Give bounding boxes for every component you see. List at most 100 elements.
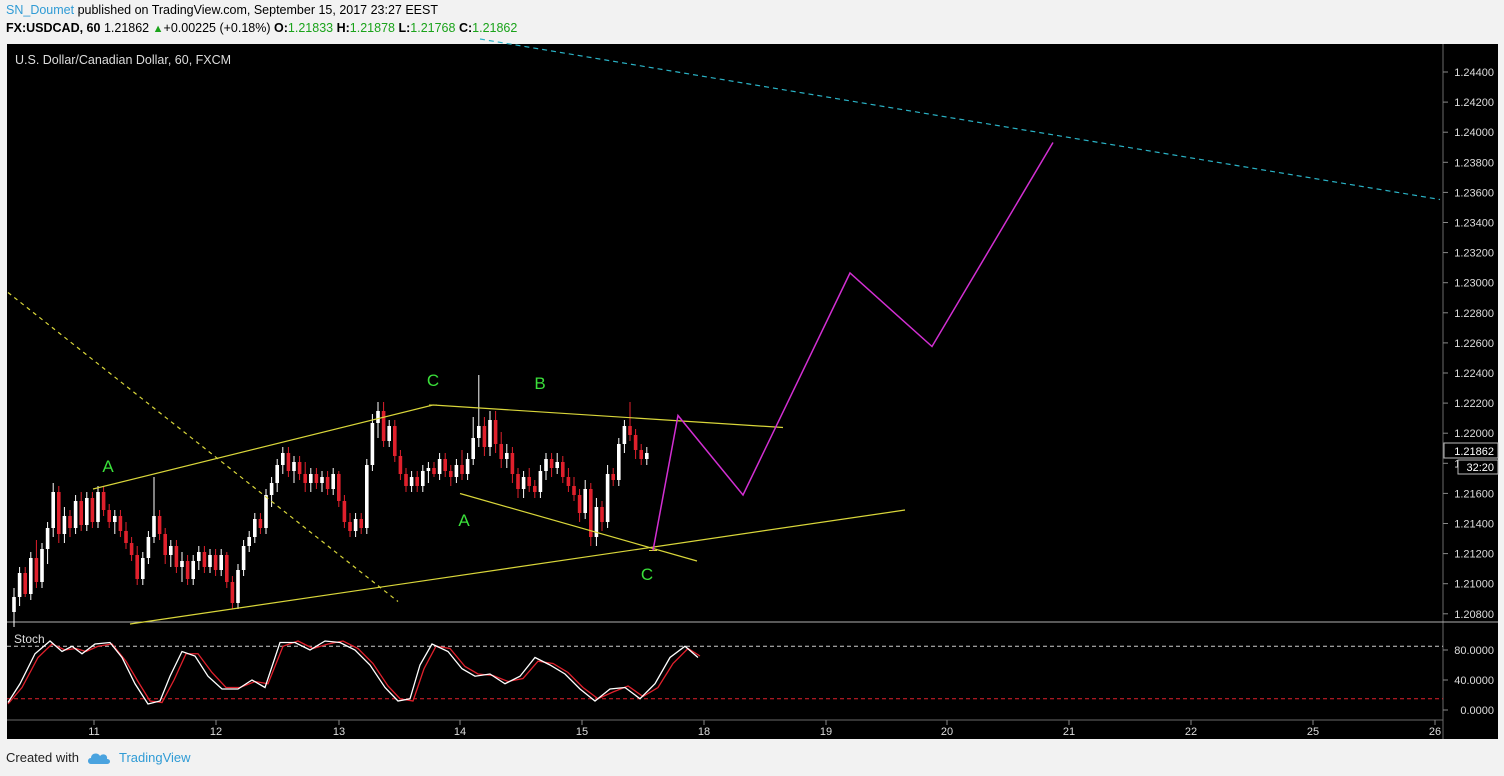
time-tick-label: 19 (820, 726, 832, 738)
candle-body (611, 474, 615, 480)
price-tick-label: 1.21200 (1454, 549, 1494, 561)
stoch-label: Stoch (14, 632, 45, 646)
wave-label-b: B (534, 374, 545, 393)
ohlc-bar: FX:USDCAD, 60 1.21862 ▲+0.00225 (+0.18%)… (6, 21, 517, 35)
projection-layer (652, 142, 1054, 551)
candle-body (561, 462, 565, 477)
time-axis[interactable]: 11 12 13 14 15 18 19 20 21 22 25 26 (88, 720, 1441, 738)
candle-body (533, 486, 537, 492)
price-axis[interactable]: 1.24400 1.24200 1.24000 1.23800 1.23600 1.234… (1443, 67, 1494, 621)
candle-body (219, 555, 223, 570)
symbol-label: FX:USDCAD, 60 (6, 21, 101, 35)
candle-body (572, 486, 576, 495)
candle-body (157, 516, 162, 534)
price-tick-label: 1.22400 (1454, 368, 1494, 380)
candle-body (314, 474, 319, 483)
candle-body (426, 468, 431, 471)
time-tick-label: 11 (88, 726, 99, 738)
axis-background (1443, 44, 1498, 739)
candle-body (275, 465, 279, 483)
price-tick-label: 1.23800 (1454, 157, 1494, 169)
published-text: published on TradingView.com, September … (77, 3, 438, 17)
stoch-d-line (7, 640, 701, 705)
candle-body (482, 426, 487, 447)
candle-body (493, 420, 498, 444)
open-label: O: (274, 21, 288, 35)
candle-body (191, 561, 195, 579)
candle-body (521, 477, 526, 489)
candle-body (365, 465, 369, 528)
trendlines-layer (7, 292, 906, 625)
price-tick-label: 1.20800 (1454, 609, 1494, 621)
candle-body (264, 495, 268, 528)
wave-label-a: A (458, 511, 470, 530)
countdown-box (1457, 459, 1499, 475)
candle-body (331, 474, 335, 489)
candle-body (90, 498, 95, 522)
time-tick-label: 13 (333, 726, 345, 738)
candle-body (146, 537, 151, 558)
countdown-label: 32:20 (1466, 462, 1494, 474)
tradingview-link[interactable]: TradingView (118, 750, 191, 765)
candle-body (320, 477, 324, 483)
up-triangle-icon: ▲ (152, 23, 164, 35)
price-tick-label: 1.23000 (1454, 278, 1494, 290)
time-tick-label: 26 (1429, 726, 1441, 738)
candle-body (174, 546, 179, 567)
candle-body (622, 426, 627, 444)
candle-body (600, 507, 604, 522)
candle-body (594, 507, 599, 537)
candle-body (309, 474, 313, 483)
candle-body (297, 462, 302, 474)
wave-label-a: A (102, 457, 114, 476)
time-tick-label: 18 (698, 726, 710, 738)
candle-body (398, 456, 403, 474)
candle-body (34, 558, 39, 582)
candle-body (370, 423, 375, 465)
candle-body (124, 531, 128, 543)
candle-body (555, 462, 559, 468)
candle-body (169, 546, 173, 555)
candle-body (197, 552, 201, 561)
candle-body (605, 474, 610, 522)
candle-body (415, 477, 419, 486)
candle-body (73, 501, 78, 528)
price-tick-label: 1.24400 (1454, 67, 1494, 79)
candle-body (505, 453, 509, 459)
candle-body (577, 495, 582, 513)
candle-body (40, 549, 44, 582)
candle-body (163, 534, 167, 555)
stoch-tick-label: 40.0000 (1454, 675, 1494, 687)
price-tick-label: 1.22600 (1454, 338, 1494, 350)
candle-body (269, 483, 274, 495)
projection-path (652, 142, 1054, 551)
candle-body (325, 477, 330, 489)
candle-body (393, 426, 397, 456)
candle-body (129, 543, 134, 555)
candle-body (258, 519, 263, 528)
dashed-trendline (7, 292, 399, 602)
stoch-layer (7, 640, 1443, 705)
candle-body (85, 498, 89, 525)
wave-label-c: C (427, 371, 439, 390)
candle-body (29, 558, 33, 594)
author-link[interactable]: SN_Doumet (6, 3, 75, 17)
candle-body (247, 537, 251, 546)
candle-body (23, 573, 27, 594)
price-tick-label: 1.22800 (1454, 308, 1494, 320)
candle-body (499, 444, 503, 459)
candle-body (230, 582, 235, 603)
current-price-box (1443, 442, 1499, 459)
candle-body (633, 435, 638, 450)
open-value: 1.21833 (287, 21, 334, 35)
candle-body (510, 453, 515, 474)
candle-body (404, 474, 408, 486)
candle-body (292, 462, 296, 471)
price-tick-label: 1.23400 (1454, 218, 1494, 230)
candle-body (628, 426, 632, 435)
candle-body (236, 570, 240, 603)
tradingview-cloud-icon (87, 753, 110, 764)
candle-body (286, 453, 291, 471)
last-price: 1.21862 (103, 21, 150, 35)
